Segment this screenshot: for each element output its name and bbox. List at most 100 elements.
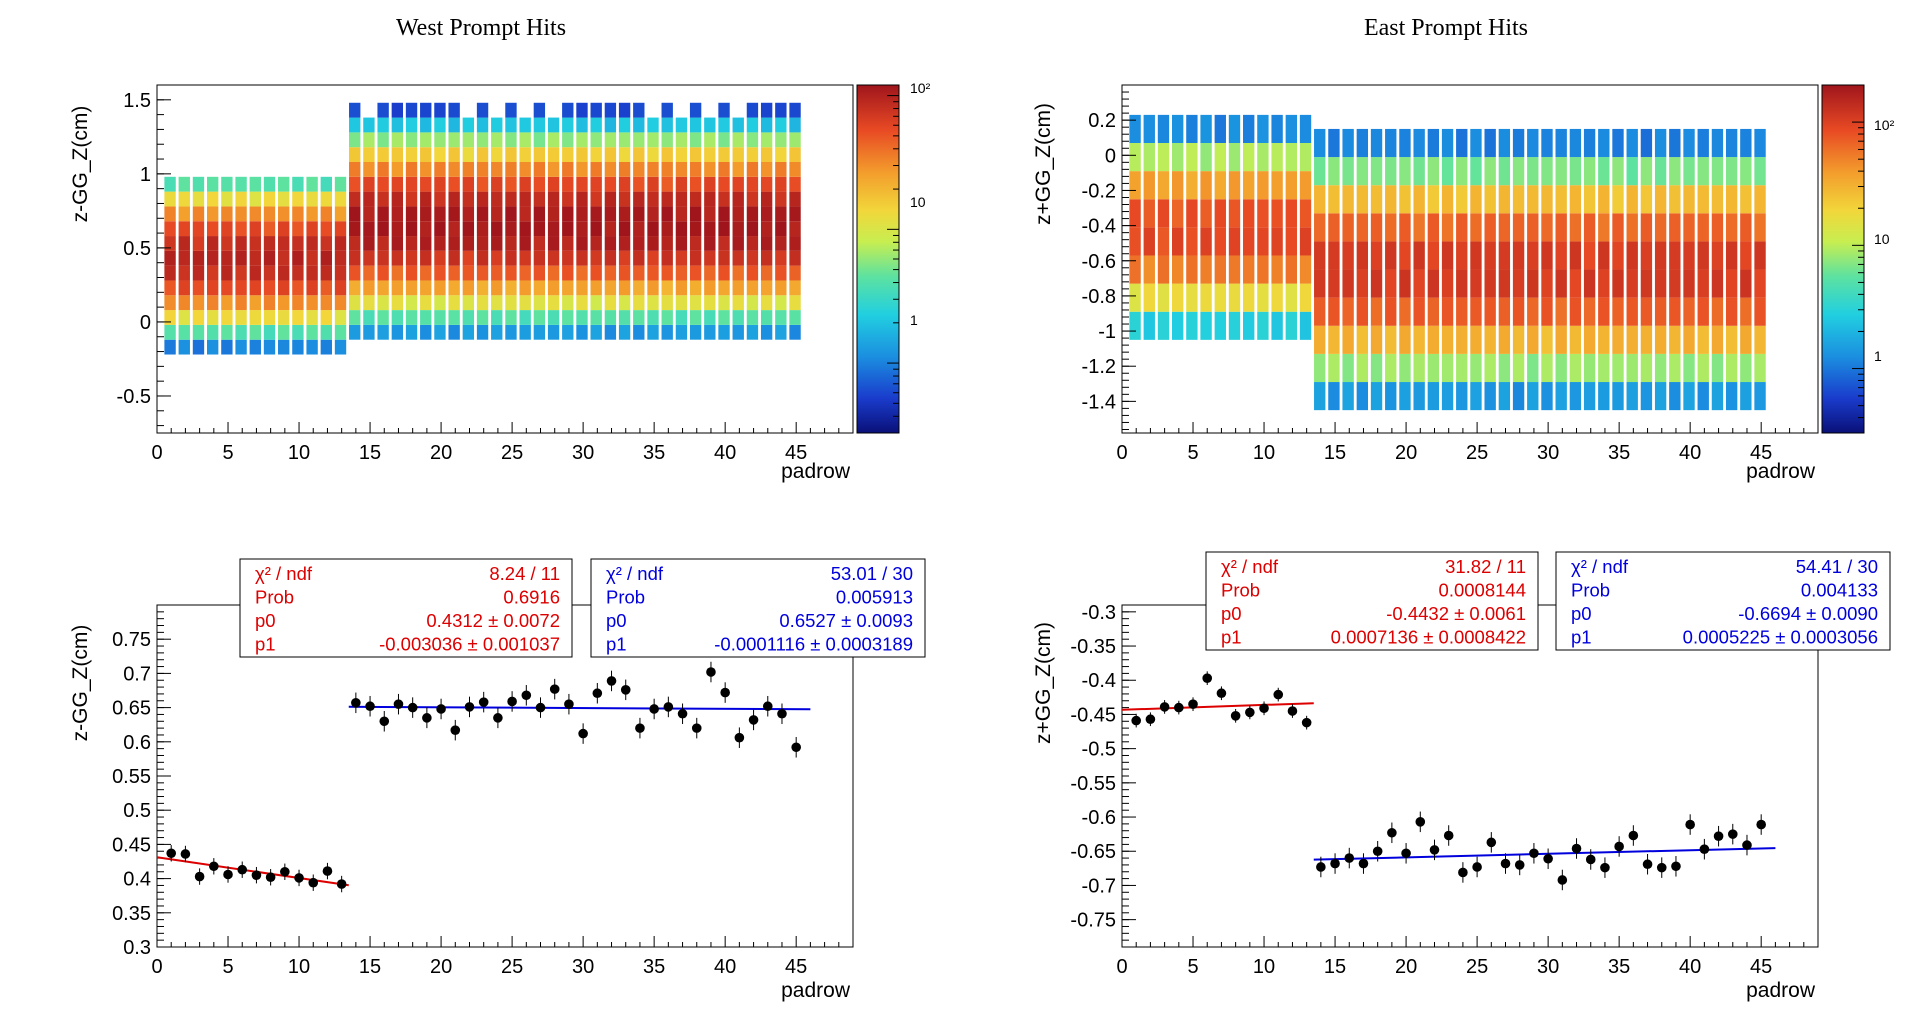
east-heatmap-cell — [1157, 311, 1170, 340]
east-heatmap-cell — [1214, 114, 1226, 143]
west-heatmap-cell — [434, 280, 446, 296]
west-heatmap-cell — [420, 221, 432, 237]
west-scatter-data-point — [507, 696, 517, 707]
east-heatmap-cell — [1285, 283, 1297, 312]
east-scatter-x-tick-label: 20 — [1395, 956, 1417, 978]
east-scatter-data-point — [1202, 673, 1213, 683]
west-scatter-y-tick-label: 0.45 — [112, 834, 151, 856]
west-heatmap-cell — [448, 236, 460, 251]
east-heatmap-cell — [1427, 353, 1440, 383]
east-scatter-data-point — [1401, 848, 1411, 859]
west-heatmap-cell — [420, 206, 432, 222]
west-heatmap-cell — [462, 162, 475, 177]
east-heatmap-cell — [1683, 353, 1695, 383]
west-heatmap-cell — [178, 250, 190, 266]
west-scatter-x-tick-label: 35 — [643, 956, 665, 978]
west-heatmap-cell — [647, 132, 659, 148]
east-heatmap-cell — [1328, 157, 1340, 186]
west-heatmap-cell — [221, 221, 233, 237]
west-heatmap-cell — [775, 324, 787, 340]
west-heatmap-x-tick-label: 15 — [359, 442, 381, 464]
east-heatmap-cell — [1555, 185, 1567, 214]
west-heatmap-cell — [533, 310, 546, 325]
west-heatmap-cell — [306, 295, 318, 311]
east-heatmap-cell — [1342, 213, 1354, 242]
west-scatter-data-point — [209, 861, 219, 872]
west-heatmap-cell — [633, 280, 645, 296]
west-heatmap-cell — [320, 295, 332, 311]
west-heatmap-cell — [661, 162, 673, 177]
east-heatmap-x-tick-label: 30 — [1537, 442, 1559, 464]
west-scatter-data-point — [677, 708, 688, 719]
east-heatmap-cell — [1441, 382, 1454, 411]
west-heatmap-cell — [746, 147, 759, 163]
east-heatmap-cell — [1413, 297, 1425, 326]
east-scatter-data-point — [1230, 711, 1241, 721]
east-heatmap-cell — [1370, 241, 1383, 270]
west-stat-value: -0.0001116 ± 0.0003189 — [714, 634, 913, 655]
west-stat-value: 0.005913 — [836, 587, 913, 608]
west-heatmap-cell — [249, 250, 261, 266]
west-heatmap-cell — [789, 206, 801, 222]
west-heatmap-cell — [505, 206, 517, 222]
east-heatmap-cell — [1683, 128, 1695, 158]
west-heatmap-cell — [377, 265, 389, 281]
west-heatmap-cell — [718, 206, 730, 222]
west-heatmap-cell — [689, 117, 702, 133]
east-heatmap-cell — [1456, 382, 1468, 411]
east-scatter-data-point — [1514, 860, 1525, 870]
east-heatmap-cell — [1626, 128, 1638, 158]
west-heatmap-cell — [661, 265, 673, 281]
west-heatmap-cell — [320, 176, 332, 192]
west-heatmap-cell — [533, 265, 546, 281]
west-heatmap-cell — [590, 132, 602, 148]
west-heatmap-cell — [491, 295, 503, 311]
west-scatter-x-tick-label: 15 — [359, 956, 381, 978]
west-heatmap-cell — [192, 295, 205, 311]
west-heatmap-cell — [235, 206, 247, 222]
west-heatmap-cell — [775, 191, 787, 207]
east-heatmap-cell — [1640, 297, 1653, 326]
west-heatmap-cell — [604, 132, 617, 148]
east-heatmap-cell — [1399, 241, 1411, 270]
west-heatmap-cell — [405, 132, 418, 148]
east-heatmap-cell — [1555, 128, 1567, 158]
east-heatmap-cell — [1484, 185, 1496, 214]
west-heatmap-cell — [505, 191, 517, 207]
east-heatmap-y-tick-label: 0 — [1105, 145, 1116, 167]
west-heatmap-cell — [633, 310, 645, 325]
east-heatmap-cell — [1314, 269, 1326, 298]
west-heatmap-cell — [618, 147, 631, 163]
west-heatmap-cell — [732, 117, 744, 133]
east-scatter-y-tick-label: -0.75 — [1070, 910, 1116, 932]
west-heatmap-cell — [505, 162, 517, 177]
east-scatter-data-point — [1529, 848, 1539, 859]
west-heatmap-cell — [633, 117, 645, 133]
west-heatmap-cell — [760, 102, 773, 118]
west-heatmap-cell — [405, 117, 418, 133]
east-heatmap-cell — [1754, 269, 1766, 298]
west-heatmap-cell — [178, 324, 190, 340]
west-heatmap-cell — [633, 102, 645, 118]
west-heatmap-cell — [349, 132, 361, 148]
west-fit-stat-box-red: χ² / ndf 8.24 / 11 Prob 0.6916 p0 0.4312 ± 0.… — [239, 558, 573, 658]
west-heatmap-cell — [746, 176, 759, 192]
west-heatmap-cell — [732, 147, 744, 163]
west-scatter-y-tick-label: 0.4 — [123, 869, 151, 891]
east-heatmap-cell — [1441, 185, 1454, 214]
west-heatmap-cell — [505, 236, 517, 251]
west-heatmap-cell — [760, 162, 773, 177]
east-scatter-data-point — [1600, 862, 1610, 873]
west-heatmap-cell — [689, 250, 702, 266]
west-heatmap-cell — [164, 191, 176, 207]
east-heatmap-cell — [1342, 157, 1354, 186]
west-heatmap-cell — [192, 265, 205, 281]
east-heatmap-cell — [1399, 213, 1411, 242]
west-heatmap-cell — [476, 310, 489, 325]
east-heatmap-cell — [1541, 382, 1553, 411]
west-heatmap-cell — [519, 191, 531, 207]
west-heatmap-cell — [278, 339, 290, 355]
east-scatter-fit-line — [1121, 702, 1314, 711]
west-heatmap-cell — [604, 280, 617, 296]
east-heatmap-cell — [1356, 353, 1369, 383]
